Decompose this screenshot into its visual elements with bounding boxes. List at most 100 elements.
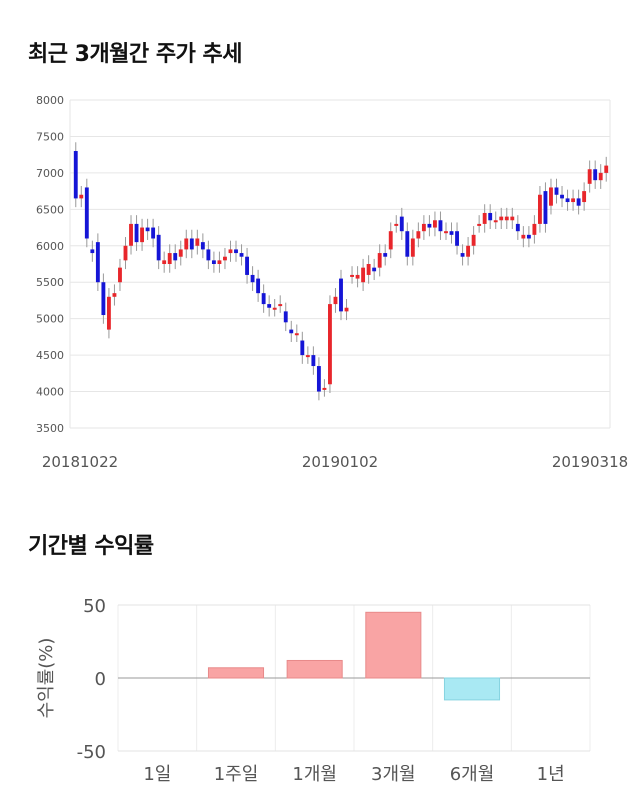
candle-body xyxy=(178,249,183,257)
returns-y-tick: -50 xyxy=(77,742,106,763)
candle-body xyxy=(554,187,559,195)
candle-y-tick: 3500 xyxy=(36,422,64,435)
candle-body xyxy=(134,223,139,243)
candle-y-tick: 4500 xyxy=(36,349,64,362)
candle-y-tick: 7500 xyxy=(36,130,64,143)
candle-body xyxy=(167,253,172,264)
candle-body xyxy=(90,249,95,254)
returns-bar xyxy=(207,667,265,679)
candle-body xyxy=(328,304,332,385)
candle-body xyxy=(145,227,150,232)
candle-body xyxy=(410,238,415,257)
candle-body xyxy=(466,245,471,257)
candle-grid xyxy=(69,99,611,429)
candle-body xyxy=(405,231,410,257)
candle-body xyxy=(228,249,233,254)
candle-body xyxy=(95,242,100,283)
candle-body xyxy=(123,245,128,261)
candle-body xyxy=(477,223,482,226)
candle-body xyxy=(184,238,189,250)
returns-x-tick: 6개월 xyxy=(450,764,495,785)
candle-body xyxy=(316,366,321,392)
candle-body xyxy=(455,231,459,246)
candle-body xyxy=(162,260,167,264)
returns-x-tick: 1개월 xyxy=(292,764,337,785)
candle-body xyxy=(565,198,570,203)
candle-body xyxy=(560,194,564,199)
candle-y-tick: 6000 xyxy=(36,240,64,253)
candle-body xyxy=(294,333,299,336)
candle-y-tick: 8000 xyxy=(36,94,64,107)
candle-x-tick: 20190318 xyxy=(552,453,628,471)
candle-body xyxy=(129,223,133,246)
candle-body xyxy=(421,223,426,232)
candle-body xyxy=(537,194,542,224)
candle-body xyxy=(383,253,388,257)
candle-body xyxy=(239,253,244,257)
candle-body xyxy=(366,264,371,275)
candle-body xyxy=(521,234,526,239)
returns-x-tick: 1주일 xyxy=(214,764,259,785)
candle-y-tick-labels: 8000 7500 7000 6500 6000 5500 5000 4500 4000 3500 xyxy=(36,94,64,435)
candle-body xyxy=(377,253,382,268)
candle-body xyxy=(471,234,476,246)
candle-body xyxy=(571,198,576,203)
candle-body xyxy=(515,223,520,232)
candle-body xyxy=(73,151,78,199)
candle-body xyxy=(549,187,553,206)
candle-body xyxy=(283,311,288,323)
candle-body xyxy=(79,194,84,199)
candle-body xyxy=(118,267,122,283)
candle-body xyxy=(355,274,360,279)
candle-body xyxy=(416,231,421,239)
candle-body xyxy=(173,253,178,261)
candle-body xyxy=(438,220,443,232)
candle-body xyxy=(189,238,194,250)
candle-body xyxy=(399,216,404,232)
returns-x-tick: 3개월 xyxy=(371,764,416,785)
candle-body xyxy=(344,307,349,312)
candle-body xyxy=(532,223,537,235)
candle-body xyxy=(245,256,249,275)
returns-bars xyxy=(207,611,501,701)
returns-x-tick-labels: 1일 1주일 1개월 3개월 6개월 1년 xyxy=(143,764,564,785)
returns-bar xyxy=(286,659,343,679)
candle-body xyxy=(305,355,310,358)
candle-body xyxy=(482,212,487,224)
candle-x-tick-labels: 20181022 20190102 20190318 xyxy=(42,453,628,471)
candle-body xyxy=(604,165,609,173)
candle-body xyxy=(272,307,277,310)
candle-y-tick: 7000 xyxy=(36,167,64,180)
candle-body xyxy=(206,249,211,261)
candle-body xyxy=(510,216,515,221)
candle-body xyxy=(582,191,587,203)
returns-chart-title: 기간별 수익률 xyxy=(28,534,154,559)
candle-body xyxy=(84,187,89,239)
returns-grid xyxy=(117,604,591,752)
candle-body xyxy=(493,220,498,223)
candle-body xyxy=(333,296,338,305)
candle-body xyxy=(195,238,200,246)
candle-body xyxy=(593,169,598,181)
candle-body xyxy=(460,253,465,257)
candle-body xyxy=(322,387,327,390)
candle-body xyxy=(101,282,106,316)
candlestick-chart: 8000 7500 7000 6500 6000 5500 5000 4500 4000 3500… xyxy=(36,94,628,471)
candle-body xyxy=(339,278,343,312)
candle-body xyxy=(200,242,205,250)
candle-y-tick: 5000 xyxy=(36,313,64,326)
candle-body xyxy=(499,216,504,221)
returns-bar xyxy=(443,677,501,701)
candle-body xyxy=(598,172,603,181)
candle-body xyxy=(576,198,581,206)
candle-body xyxy=(151,227,156,239)
candle-body xyxy=(388,231,393,250)
candle-body xyxy=(311,355,316,367)
candle-body xyxy=(256,278,261,294)
candle-body xyxy=(112,293,117,297)
candle-body xyxy=(234,249,238,254)
candle-body xyxy=(217,260,222,264)
candle-body xyxy=(449,231,454,235)
candle-body xyxy=(526,234,531,239)
